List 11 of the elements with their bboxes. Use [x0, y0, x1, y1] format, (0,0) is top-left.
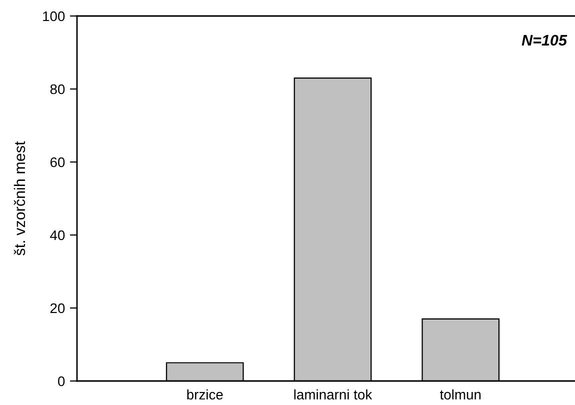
y-tick-label: 60 — [50, 157, 65, 168]
x-tick-label: tolmun — [440, 389, 481, 400]
x-tick-label: laminarni tok — [294, 389, 372, 400]
x-tick-label: brzice — [187, 389, 223, 400]
y-tick-label: 20 — [50, 303, 65, 314]
y-axis-title: št. vzorčnih mest — [14, 141, 26, 256]
y-tick-label: 40 — [50, 230, 65, 240]
y-tick-label: 0 — [58, 376, 65, 386]
y-tick-label: 80 — [50, 84, 65, 94]
annotation: N=105 — [522, 34, 568, 46]
y-tick-label: 100 — [43, 11, 65, 22]
